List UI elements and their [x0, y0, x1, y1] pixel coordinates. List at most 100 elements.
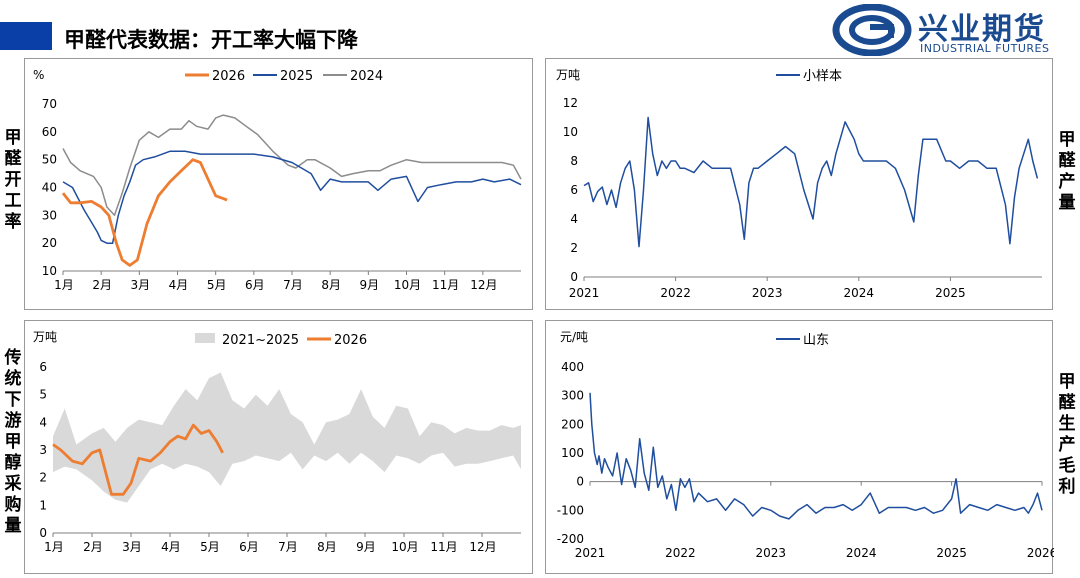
y-tick-label: -100	[557, 503, 584, 517]
y-axis-unit: 万吨	[33, 330, 57, 344]
y-tick-label: 0	[39, 526, 47, 540]
y-tick-label: 60	[42, 125, 57, 139]
y-tick-label: 0	[576, 475, 584, 489]
legend-label-2026: 2026	[212, 69, 245, 84]
x-tick-label: 2022	[660, 286, 691, 300]
y-axis-unit: 元/吨	[560, 330, 588, 344]
y-tick-label: 8	[570, 154, 578, 168]
y-tick-label: 6	[570, 183, 578, 197]
y-axis-unit: 万吨	[556, 68, 580, 82]
x-tick-label: 4月	[169, 278, 189, 292]
x-tick-label: 2月	[92, 278, 112, 292]
y-tick-label: 12	[563, 96, 578, 110]
chart-production: 万吨 0 2 4 6 8 10 12 2021 2022 2023 2024 2025 小样本	[556, 68, 1042, 300]
x-tick-label: 11月	[432, 278, 459, 292]
chart-methanol-purchase: 万吨 0 1 2 3 4 5 6 1月 2月 3月 4月 5月 6月 7月 8月 9月 10月 11月 12月 2021…	[33, 330, 521, 554]
x-tick-label: 11月	[430, 540, 457, 554]
x-tick-label: 2024	[844, 286, 875, 300]
chart-panel-margin: 元/吨 -200 -100 0 100 200 300 400 2021 2022 2023 2024…	[545, 320, 1054, 574]
y-tick-label: 100	[561, 446, 584, 460]
series-line-2026	[52, 423, 224, 496]
x-tick-label: 12月	[470, 278, 497, 292]
x-tick-label: 7月	[278, 540, 298, 554]
x-tick-label: 2月	[83, 540, 103, 554]
y-tick-label: 50	[42, 153, 57, 167]
y-tick-label: 400	[561, 360, 584, 374]
company-logo: 兴业期货 INDUSTRIAL FUTURES	[832, 4, 1072, 58]
legend-label-2024: 2024	[350, 69, 383, 84]
series-line-2025	[62, 150, 522, 244]
logo-text-cn: 兴业期货	[918, 12, 1046, 47]
y-tick-label: 4	[39, 415, 47, 429]
logo-text-en: INDUSTRIAL FUTURES	[920, 42, 1050, 55]
chart-panel-production: 万吨 0 2 4 6 8 10 12 2021 2022 2023 2024 2025 小样本	[545, 58, 1053, 310]
x-tick-label: 3月	[122, 540, 142, 554]
legend-label-山东: 山东	[803, 333, 829, 348]
y-tick-label: 3	[39, 443, 47, 457]
y-tick-label: 10	[42, 264, 57, 278]
x-tick-label: 6月	[245, 278, 265, 292]
y-tick-label: 300	[561, 389, 584, 403]
x-tick-label: 9月	[360, 278, 380, 292]
y-tick-label: 1	[39, 498, 47, 512]
legend-swatch-2021~2025	[195, 333, 215, 343]
x-tick-label: 9月	[356, 540, 376, 554]
y-tick-label: 2	[570, 241, 578, 255]
x-tick-label: 5月	[200, 540, 220, 554]
series-line-2024	[62, 114, 522, 217]
x-tick-label: 2023	[756, 546, 787, 560]
x-tick-label: 10月	[394, 278, 421, 292]
side-label-right-top: 甲醛产量	[1058, 130, 1076, 213]
side-label-right-bottom: 甲醛生产毛利	[1058, 372, 1076, 497]
band-area-2021~2025	[53, 372, 521, 503]
y-tick-label: 20	[42, 236, 57, 250]
y-tick-label: 70	[42, 97, 57, 111]
y-tick-label: 200	[561, 417, 584, 431]
y-tick-label: 2	[39, 471, 47, 485]
x-tick-label: 8月	[317, 540, 337, 554]
x-tick-label: 8月	[321, 278, 341, 292]
y-tick-label: 5	[39, 388, 47, 402]
y-tick-label: 6	[39, 360, 47, 374]
x-tick-label: 6月	[239, 540, 259, 554]
y-tick-label: 10	[563, 125, 578, 139]
page-title: 甲醛代表数据：开工率大幅下降	[64, 28, 358, 52]
y-axis-unit: %	[33, 68, 44, 82]
y-tick-label: 30	[42, 208, 57, 222]
chart-panel-methanol-purchase: 万吨 0 1 2 3 4 5 6 1月 2月 3月 4月 5月 6月 7月 8月 9月 10月 11月 12月 2021…	[24, 320, 533, 574]
series-line-2026	[61, 158, 228, 267]
y-tick-label: 0	[570, 270, 578, 284]
x-tick-label: 2023	[752, 286, 783, 300]
legend-label-2025: 2025	[280, 69, 313, 84]
x-tick-label: 2025	[936, 546, 967, 560]
y-tick-label: 40	[42, 181, 57, 195]
x-tick-label: 2026	[1027, 546, 1054, 560]
header-accent-bar	[0, 22, 52, 50]
x-tick-label: 2021	[575, 546, 606, 560]
x-tick-label: 1月	[44, 540, 64, 554]
x-tick-label: 1月	[54, 278, 74, 292]
x-tick-label: 5月	[207, 278, 227, 292]
side-label-left-top: 甲醛开工率	[4, 128, 22, 232]
x-tick-label: 3月	[131, 278, 151, 292]
x-tick-label: 2025	[935, 286, 966, 300]
x-tick-label: 2024	[846, 546, 877, 560]
side-label-left-bottom: 传统下游甲醇采购量	[4, 348, 22, 536]
series-line-小样本	[583, 116, 1039, 248]
x-tick-label: 2022	[665, 546, 696, 560]
x-tick-label: 2021	[569, 286, 600, 300]
chart-operating-rate: % 10 20 30 40 50 60 70 1月 2月 3月 4月 5月 6月 7月 8月 9月 10月 11月 1…	[33, 68, 522, 292]
y-tick-label: -200	[557, 532, 584, 546]
x-tick-label: 4月	[161, 540, 181, 554]
x-tick-label: 10月	[391, 540, 418, 554]
legend-label-2026: 2026	[334, 333, 367, 348]
x-tick-label: 12月	[469, 540, 496, 554]
legend-label-小样本: 小样本	[803, 69, 842, 84]
legend-label-2021~2025: 2021~2025	[222, 333, 299, 348]
x-tick-label: 7月	[283, 278, 303, 292]
chart-panel-operating-rate: % 10 20 30 40 50 60 70 1月 2月 3月 4月 5月 6月 7月 8月 9月 10月 11月 1…	[24, 58, 533, 310]
swirl-logo-icon	[832, 4, 912, 56]
chart-production-margin: 元/吨 -200 -100 0 100 200 300 400 2021 2022 2023 2024…	[557, 330, 1054, 560]
y-tick-label: 4	[570, 212, 578, 226]
series-line-山东	[589, 392, 1043, 520]
